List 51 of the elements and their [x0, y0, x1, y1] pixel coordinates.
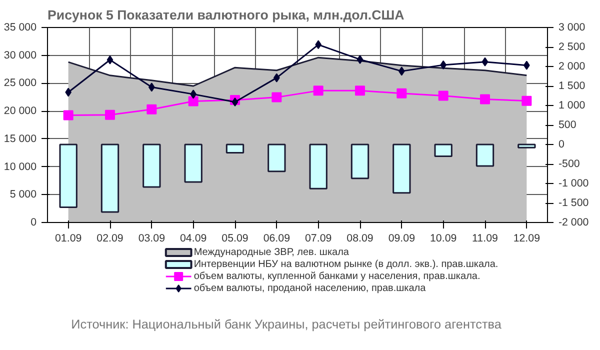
y2-tick-label: 1 000 — [558, 100, 586, 112]
y2-tick-label: 3 000 — [558, 22, 586, 34]
point — [146, 104, 157, 114]
point — [482, 57, 488, 66]
point — [356, 54, 364, 64]
y-tick-label: 20 000 — [4, 105, 37, 118]
point — [438, 90, 448, 101]
x-tick-label: 12.09 — [513, 232, 540, 244]
y2-tick-label: 0 — [558, 138, 564, 150]
x-tick-label: 05.09 — [222, 232, 248, 244]
point — [188, 96, 198, 106]
y-tick-label: 25 000 — [4, 77, 37, 90]
point — [313, 86, 324, 96]
y2-tick-label: -2 000 — [558, 216, 589, 228]
y-tick-label: 30 000 — [4, 49, 37, 62]
y2-tick-label: 2 000 — [558, 60, 586, 72]
point — [106, 55, 114, 64]
y-tick-label: 35 000 — [4, 22, 37, 34]
x-tick-label: 03.09 — [138, 232, 166, 244]
y2-tick-label: -1 000 — [558, 178, 589, 190]
point — [105, 110, 115, 120]
point — [272, 92, 282, 102]
legend-label: Интервенции НБУ на валютном рынке (в долл. экв.). прав.шкала. — [194, 259, 498, 270]
x-tick-label: 08.09 — [346, 232, 374, 244]
y2-tick-label: -1 500 — [558, 197, 589, 209]
chart-title: Рисунок 5 Показатели валютного рыка, млн.дол.США — [48, 8, 405, 22]
y-tick-label: 15 000 — [4, 132, 37, 145]
x-tick-label: 07.09 — [305, 232, 332, 244]
x-tick-label: 06.09 — [263, 232, 290, 244]
y2-tick-label: 1 500 — [558, 80, 586, 92]
legend-label: Международные ЗВР, лев. шкала — [194, 247, 350, 258]
x-tick-label: 09.09 — [388, 232, 416, 244]
y-tick-label: 5 000 — [10, 188, 37, 201]
point — [480, 94, 490, 104]
y2-tick-label: 500 — [558, 119, 576, 131]
point — [396, 88, 407, 98]
x-tick-label: 04.09 — [180, 232, 207, 244]
legend-label: объем валюты, купленной банками у населения, прав.шкала. — [194, 271, 480, 282]
y2-tick-label: -500 — [558, 158, 580, 170]
y-tick-label: 10 000 — [4, 160, 37, 173]
text: Источник: Национальный банк Украины, расчеты рейтингового агентства — [71, 318, 502, 332]
x-tick-label: 01.09 — [55, 232, 82, 244]
x-tick-label: 10.09 — [430, 232, 457, 244]
legend-label: объем валюты, проданой населению, прав.шкала — [194, 283, 426, 294]
point — [522, 96, 532, 106]
x-tick-label: 11.09 — [472, 232, 498, 244]
y-tick-label: 0 — [30, 216, 37, 228]
point — [63, 110, 74, 120]
y2-tick-label: 2 500 — [558, 41, 586, 53]
x-tick-label: 02.09 — [96, 232, 124, 244]
point — [355, 86, 365, 96]
